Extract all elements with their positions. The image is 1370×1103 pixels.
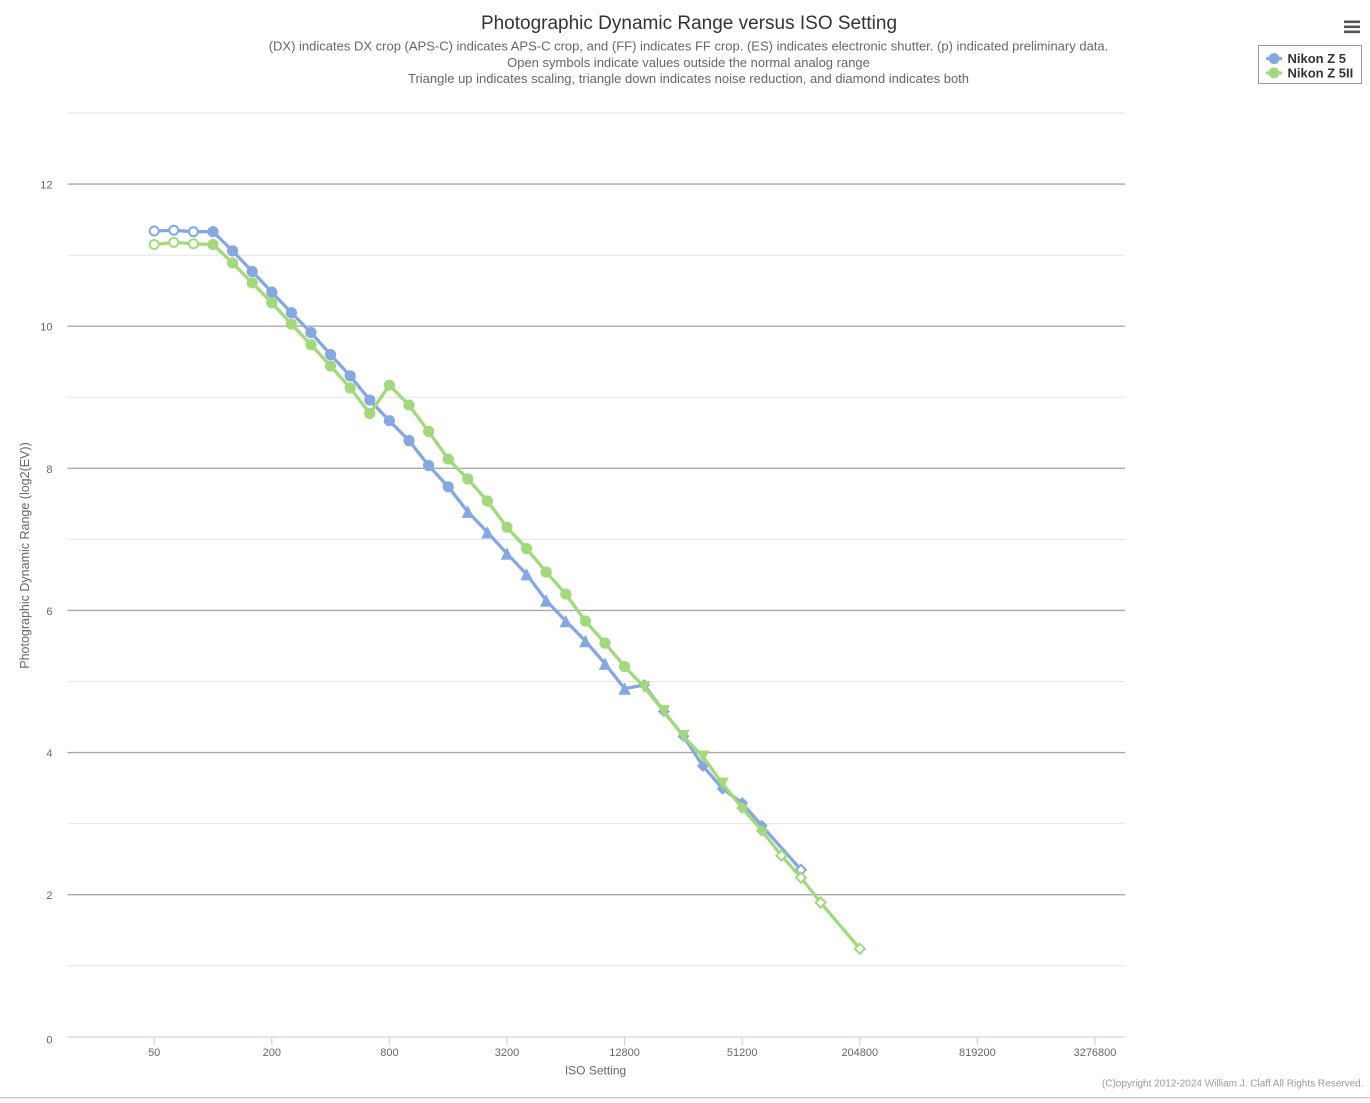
svg-text:3200: 3200 xyxy=(495,1047,519,1059)
svg-text:(DX) indicates DX crop (APS-C): (DX) indicates DX crop (APS-C) indicates… xyxy=(269,39,1109,54)
svg-text:50: 50 xyxy=(148,1047,160,1059)
svg-text:Nikon Z 5II: Nikon Z 5II xyxy=(1288,65,1354,80)
svg-text:Photographic Dynamic Range (lo: Photographic Dynamic Range (log2(EV)) xyxy=(18,442,32,669)
svg-text:4: 4 xyxy=(46,748,52,760)
svg-text:Triangle up indicates scaling,: Triangle up indicates scaling, triangle … xyxy=(408,71,969,86)
svg-text:800: 800 xyxy=(380,1047,398,1059)
svg-text:6: 6 xyxy=(46,606,52,618)
svg-text:ISO Setting: ISO Setting xyxy=(565,1064,626,1078)
svg-text:12: 12 xyxy=(40,180,52,192)
svg-text:Photographic Dynamic Range ver: Photographic Dynamic Range versus ISO Se… xyxy=(481,13,897,34)
svg-text:2: 2 xyxy=(46,890,52,902)
svg-text:Open symbols indicate values o: Open symbols indicate values outside the… xyxy=(507,55,870,70)
svg-text:819200: 819200 xyxy=(959,1047,996,1059)
svg-text:12800: 12800 xyxy=(609,1047,640,1059)
svg-text:0: 0 xyxy=(46,1035,52,1047)
svg-text:(C)opyright 2012-2024 William: (C)opyright 2012-2024 William J. Claff A… xyxy=(1102,1079,1364,1090)
svg-text:8: 8 xyxy=(46,464,52,476)
svg-text:200: 200 xyxy=(263,1047,281,1059)
svg-text:204800: 204800 xyxy=(841,1047,878,1059)
svg-text:Nikon Z 5: Nikon Z 5 xyxy=(1288,51,1347,66)
svg-text:51200: 51200 xyxy=(727,1047,758,1059)
svg-text:3276800: 3276800 xyxy=(1074,1047,1117,1059)
svg-text:10: 10 xyxy=(40,322,52,334)
